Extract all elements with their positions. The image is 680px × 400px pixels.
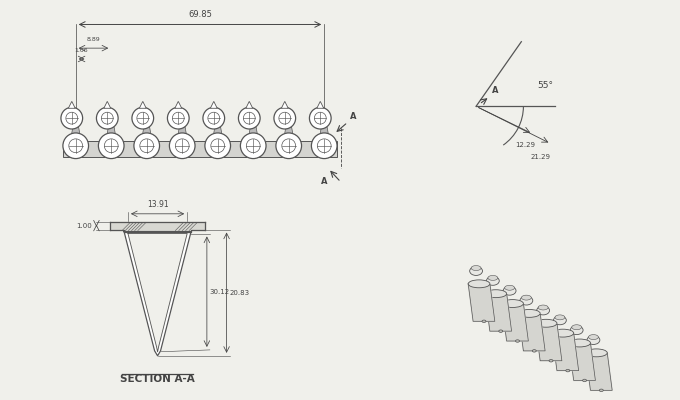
Ellipse shape <box>549 360 553 362</box>
Text: 12.29: 12.29 <box>515 142 535 148</box>
Text: 1.06: 1.06 <box>74 48 88 53</box>
Polygon shape <box>177 127 186 136</box>
Polygon shape <box>107 127 116 136</box>
Ellipse shape <box>599 389 603 392</box>
Ellipse shape <box>554 316 566 325</box>
Polygon shape <box>469 284 495 321</box>
Circle shape <box>63 133 88 158</box>
Circle shape <box>205 133 231 158</box>
Ellipse shape <box>535 319 557 327</box>
Polygon shape <box>320 127 328 136</box>
Circle shape <box>97 107 118 129</box>
Polygon shape <box>128 234 187 352</box>
Ellipse shape <box>469 280 490 288</box>
Polygon shape <box>552 333 579 370</box>
Polygon shape <box>568 343 596 380</box>
Circle shape <box>61 107 83 129</box>
Ellipse shape <box>502 300 524 308</box>
Text: 21.29: 21.29 <box>531 154 551 160</box>
Polygon shape <box>485 294 511 331</box>
Polygon shape <box>502 304 528 341</box>
Ellipse shape <box>566 369 570 372</box>
Polygon shape <box>139 101 146 108</box>
Ellipse shape <box>538 305 548 310</box>
Text: 1.00: 1.00 <box>75 223 92 229</box>
Ellipse shape <box>520 296 533 305</box>
Text: 69.85: 69.85 <box>188 10 212 18</box>
Polygon shape <box>110 222 205 232</box>
Polygon shape <box>518 314 545 351</box>
Circle shape <box>311 133 337 158</box>
Text: 30.12: 30.12 <box>210 289 230 295</box>
Polygon shape <box>249 127 258 136</box>
Polygon shape <box>246 101 253 108</box>
Polygon shape <box>282 101 288 108</box>
Circle shape <box>274 107 296 129</box>
Polygon shape <box>214 127 222 136</box>
Ellipse shape <box>571 326 583 335</box>
Ellipse shape <box>498 330 503 332</box>
Ellipse shape <box>522 295 531 300</box>
Bar <box>63 141 337 157</box>
Ellipse shape <box>505 285 515 290</box>
Ellipse shape <box>488 276 498 280</box>
Ellipse shape <box>518 310 540 317</box>
Polygon shape <box>284 127 293 136</box>
Text: SECTION A-A: SECTION A-A <box>120 374 195 384</box>
Ellipse shape <box>587 336 600 344</box>
Ellipse shape <box>482 320 486 322</box>
Ellipse shape <box>537 306 549 315</box>
Polygon shape <box>175 101 182 108</box>
Circle shape <box>132 107 154 129</box>
Polygon shape <box>535 323 562 361</box>
Circle shape <box>241 133 266 158</box>
Circle shape <box>167 107 189 129</box>
Ellipse shape <box>568 339 590 347</box>
Ellipse shape <box>485 290 507 298</box>
Text: 55°: 55° <box>537 80 554 90</box>
Ellipse shape <box>588 335 598 340</box>
Text: 8.89: 8.89 <box>86 37 101 42</box>
Polygon shape <box>104 101 111 108</box>
Ellipse shape <box>572 325 581 330</box>
Polygon shape <box>124 232 191 356</box>
Text: A: A <box>350 112 356 121</box>
Polygon shape <box>71 127 80 136</box>
Ellipse shape <box>552 329 574 337</box>
Ellipse shape <box>585 349 607 357</box>
Ellipse shape <box>583 379 587 382</box>
Circle shape <box>203 107 224 129</box>
Text: A: A <box>321 177 328 186</box>
Circle shape <box>134 133 160 158</box>
Ellipse shape <box>532 350 537 352</box>
Ellipse shape <box>555 315 565 320</box>
Circle shape <box>239 107 260 129</box>
Circle shape <box>276 133 301 158</box>
Polygon shape <box>317 101 324 108</box>
Text: A: A <box>492 86 498 94</box>
Polygon shape <box>68 101 75 108</box>
Ellipse shape <box>515 340 520 342</box>
Text: 13.91: 13.91 <box>147 200 169 209</box>
Ellipse shape <box>471 266 481 270</box>
Polygon shape <box>142 127 151 136</box>
Text: 20.83: 20.83 <box>230 290 250 296</box>
Ellipse shape <box>486 276 499 285</box>
Polygon shape <box>585 353 612 390</box>
Circle shape <box>169 133 195 158</box>
Polygon shape <box>210 101 217 108</box>
Ellipse shape <box>503 286 516 295</box>
Ellipse shape <box>470 266 483 276</box>
Circle shape <box>309 107 331 129</box>
Circle shape <box>99 133 124 158</box>
